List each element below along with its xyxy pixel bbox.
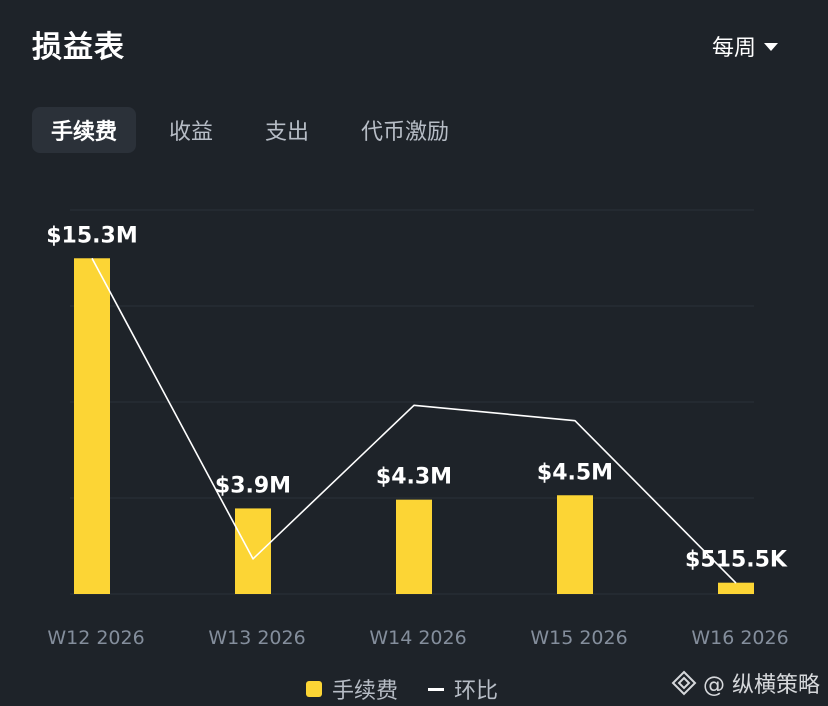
data-label-1: $15.3M: [46, 223, 137, 248]
legend-item-mom[interactable]: 环比: [428, 673, 498, 705]
legend-item-fees[interactable]: 手续费: [306, 673, 398, 705]
x-tick-label-4: W15 2026: [530, 627, 627, 649]
page-title: 损益表: [32, 30, 125, 65]
line-swatch-icon: [428, 687, 445, 691]
watermark: @ 纵横策略: [671, 667, 820, 699]
bar-1: [74, 258, 110, 594]
x-tick-label-3: W14 2026: [369, 627, 466, 649]
diamond-logo-icon: [671, 670, 697, 696]
period-label: 每周: [711, 36, 756, 61]
data-label-5: $515.5K: [685, 548, 788, 573]
bar-5: [718, 582, 754, 594]
caret-down-icon: [764, 43, 778, 51]
tab-revenue[interactable]: 收益: [169, 120, 214, 145]
x-tick-label-2: W13 2026: [208, 627, 305, 649]
period-selector[interactable]: 每周: [712, 30, 778, 62]
watermark-text: @ 纵横策略: [703, 673, 820, 698]
x-tick-label-5: W16 2026: [691, 627, 788, 649]
data-label-2: $3.9M: [215, 473, 291, 498]
bar-3: [396, 499, 432, 594]
tab-bar: 手续费 收益 支出 代币激励: [32, 107, 482, 153]
chart-legend: 手续费 环比: [306, 673, 528, 705]
legend-label-fees: 手续费: [332, 679, 399, 704]
x-tick-label-1: W12 2026: [47, 627, 144, 649]
data-label-4: $4.5M: [537, 460, 613, 485]
tab-fees[interactable]: 手续费: [32, 107, 137, 153]
bar-4: [557, 495, 593, 594]
legend-label-mom: 环比: [454, 679, 499, 704]
data-label-3: $4.3M: [376, 465, 452, 490]
tab-expenses[interactable]: 支出: [265, 120, 310, 145]
tab-token-incentives[interactable]: 代币激励: [361, 120, 450, 145]
bar-swatch-icon: [306, 681, 322, 697]
bar-2: [235, 508, 271, 594]
